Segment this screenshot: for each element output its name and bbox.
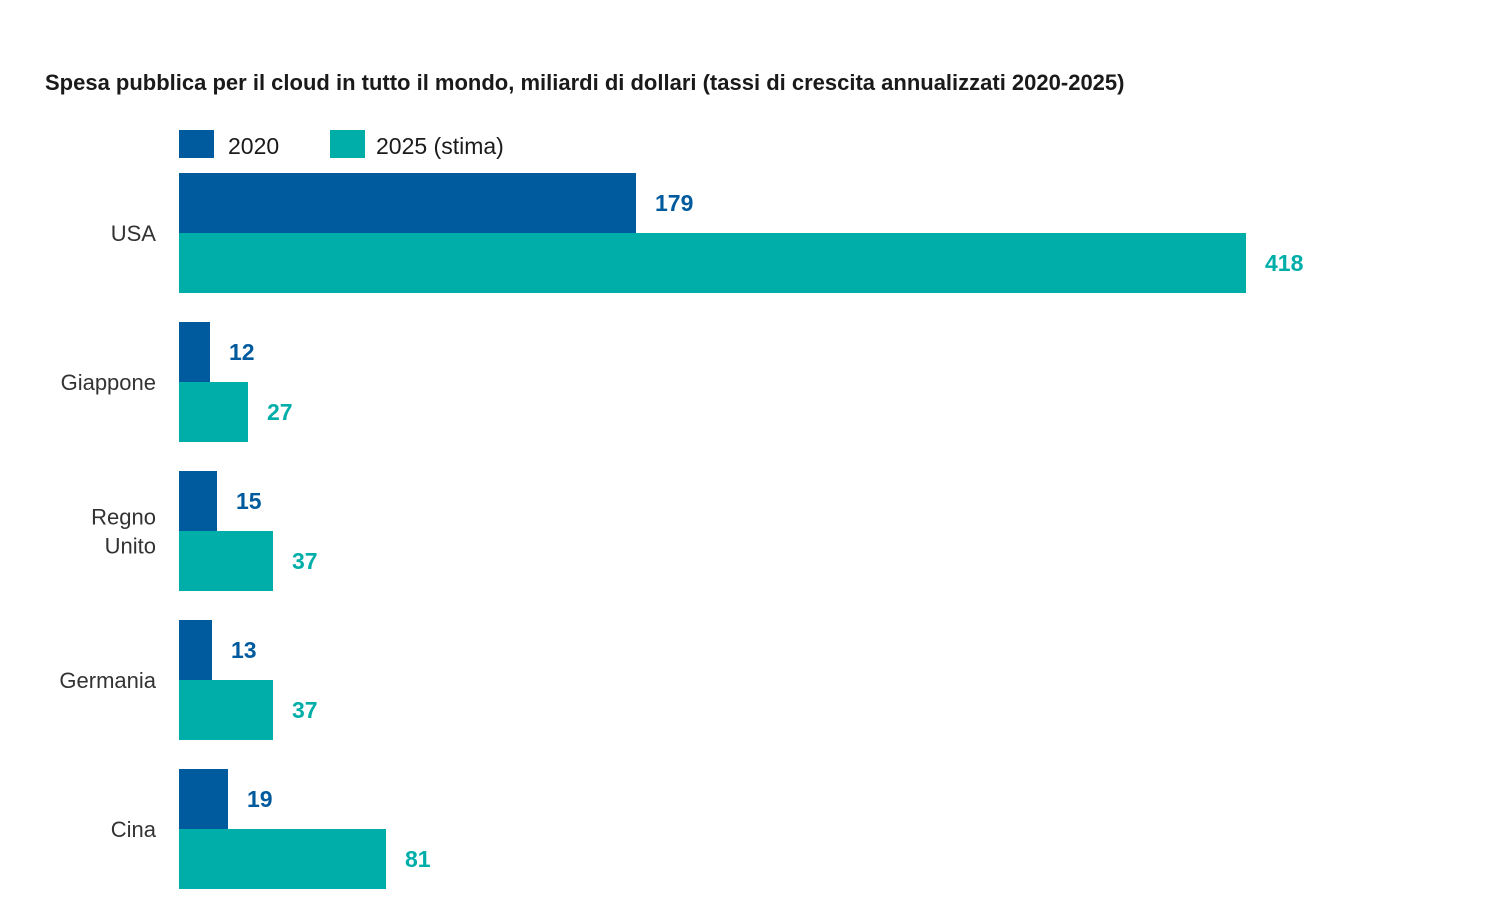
legend-label-1: 2025 (stima) — [376, 133, 504, 159]
bar-4-0 — [179, 769, 228, 829]
value-label-4-1: 81 — [405, 846, 431, 872]
value-label-0-0: 179 — [655, 190, 693, 216]
legend-swatch-0 — [179, 130, 214, 158]
category-label-2-line-0: Regno — [91, 505, 156, 530]
value-label-1-1: 27 — [267, 399, 293, 425]
bar-3-0 — [179, 620, 212, 680]
category-label-4: Cina — [111, 817, 157, 842]
bar-0-1 — [179, 233, 1246, 293]
value-label-2-0: 15 — [236, 488, 262, 514]
value-label-3-0: 13 — [231, 637, 257, 663]
value-label-3-1: 37 — [292, 697, 318, 723]
legend: 2020 2025 (stima) — [179, 130, 504, 159]
bar-0-0 — [179, 173, 636, 233]
category-label-3: Germania — [59, 668, 156, 693]
bar-3-1 — [179, 680, 273, 740]
value-label-0-1: 418 — [1265, 250, 1304, 276]
legend-swatch-1 — [330, 130, 365, 158]
value-label-1-0: 12 — [229, 339, 255, 365]
chart-title: Spesa pubblica per il cloud in tutto il … — [45, 70, 1124, 95]
value-label-2-1: 37 — [292, 548, 318, 574]
value-labels: 179 418 12 27 15 37 13 37 19 81 — [229, 190, 1304, 872]
bars — [179, 173, 1246, 889]
category-label-1: Giappone — [61, 370, 156, 395]
category-labels: USA Giappone Regno Unito Germania Cina — [59, 221, 156, 842]
category-label-2-line-1: Unito — [105, 534, 156, 559]
value-label-4-0: 19 — [247, 786, 273, 812]
bar-1-0 — [179, 322, 210, 382]
bar-2-0 — [179, 471, 217, 531]
bar-2-1 — [179, 531, 273, 591]
category-label-0: USA — [111, 221, 157, 246]
legend-label-0: 2020 — [228, 133, 279, 159]
bar-4-1 — [179, 829, 386, 889]
bar-1-1 — [179, 382, 248, 442]
